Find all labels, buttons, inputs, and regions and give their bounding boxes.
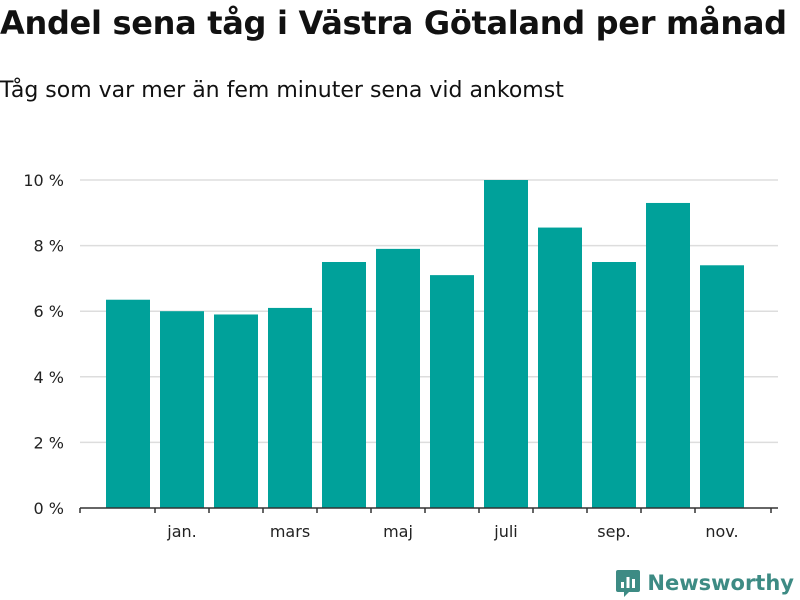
y-tick-label: 8 % [34,237,64,256]
y-tick-label: 10 % [23,171,64,190]
brand: Newsworthy [615,568,794,598]
bar-1 [106,299,150,508]
x-axis [79,507,778,513]
x-tick-label: mars [270,522,310,541]
brand-name: Newsworthy [647,571,794,595]
bar-5 [322,262,366,508]
bar-chart: 0 % 2 % 4 % 6 % 8 % 10 % jan. mars maj juli sep. no… [23,171,778,541]
bar-12 [700,265,744,508]
x-tick-label: juli [493,522,517,541]
y-tick-label: 6 % [34,302,64,321]
bar-9 [538,227,582,508]
bar-8 [484,180,528,508]
newsworthy-logo-icon [616,570,641,597]
bar-4 [268,307,312,508]
x-tick-label: maj [383,522,413,541]
bar-2 [160,311,204,508]
y-tick-label: 0 % [34,499,64,518]
x-tick-label: sep. [597,522,630,541]
x-tick-label: jan. [166,522,196,541]
bar-3 [214,314,258,508]
y-tick-label: 2 % [34,433,64,452]
chart-title: Andel sena tåg i Västra Götaland per mån… [0,4,787,42]
bars [106,180,744,508]
x-tick-label: nov. [705,522,738,541]
bar-6 [376,248,420,508]
chart-subtitle: Tåg som var mer än fem minuter sena vid … [0,78,564,103]
tick-labels: 0 % 2 % 4 % 6 % 8 % 10 % jan. mars maj juli sep. no… [23,171,738,541]
bar-11 [646,202,690,508]
y-tick-label: 4 % [34,368,64,387]
bar-7 [430,275,474,508]
bar-10 [592,262,636,508]
